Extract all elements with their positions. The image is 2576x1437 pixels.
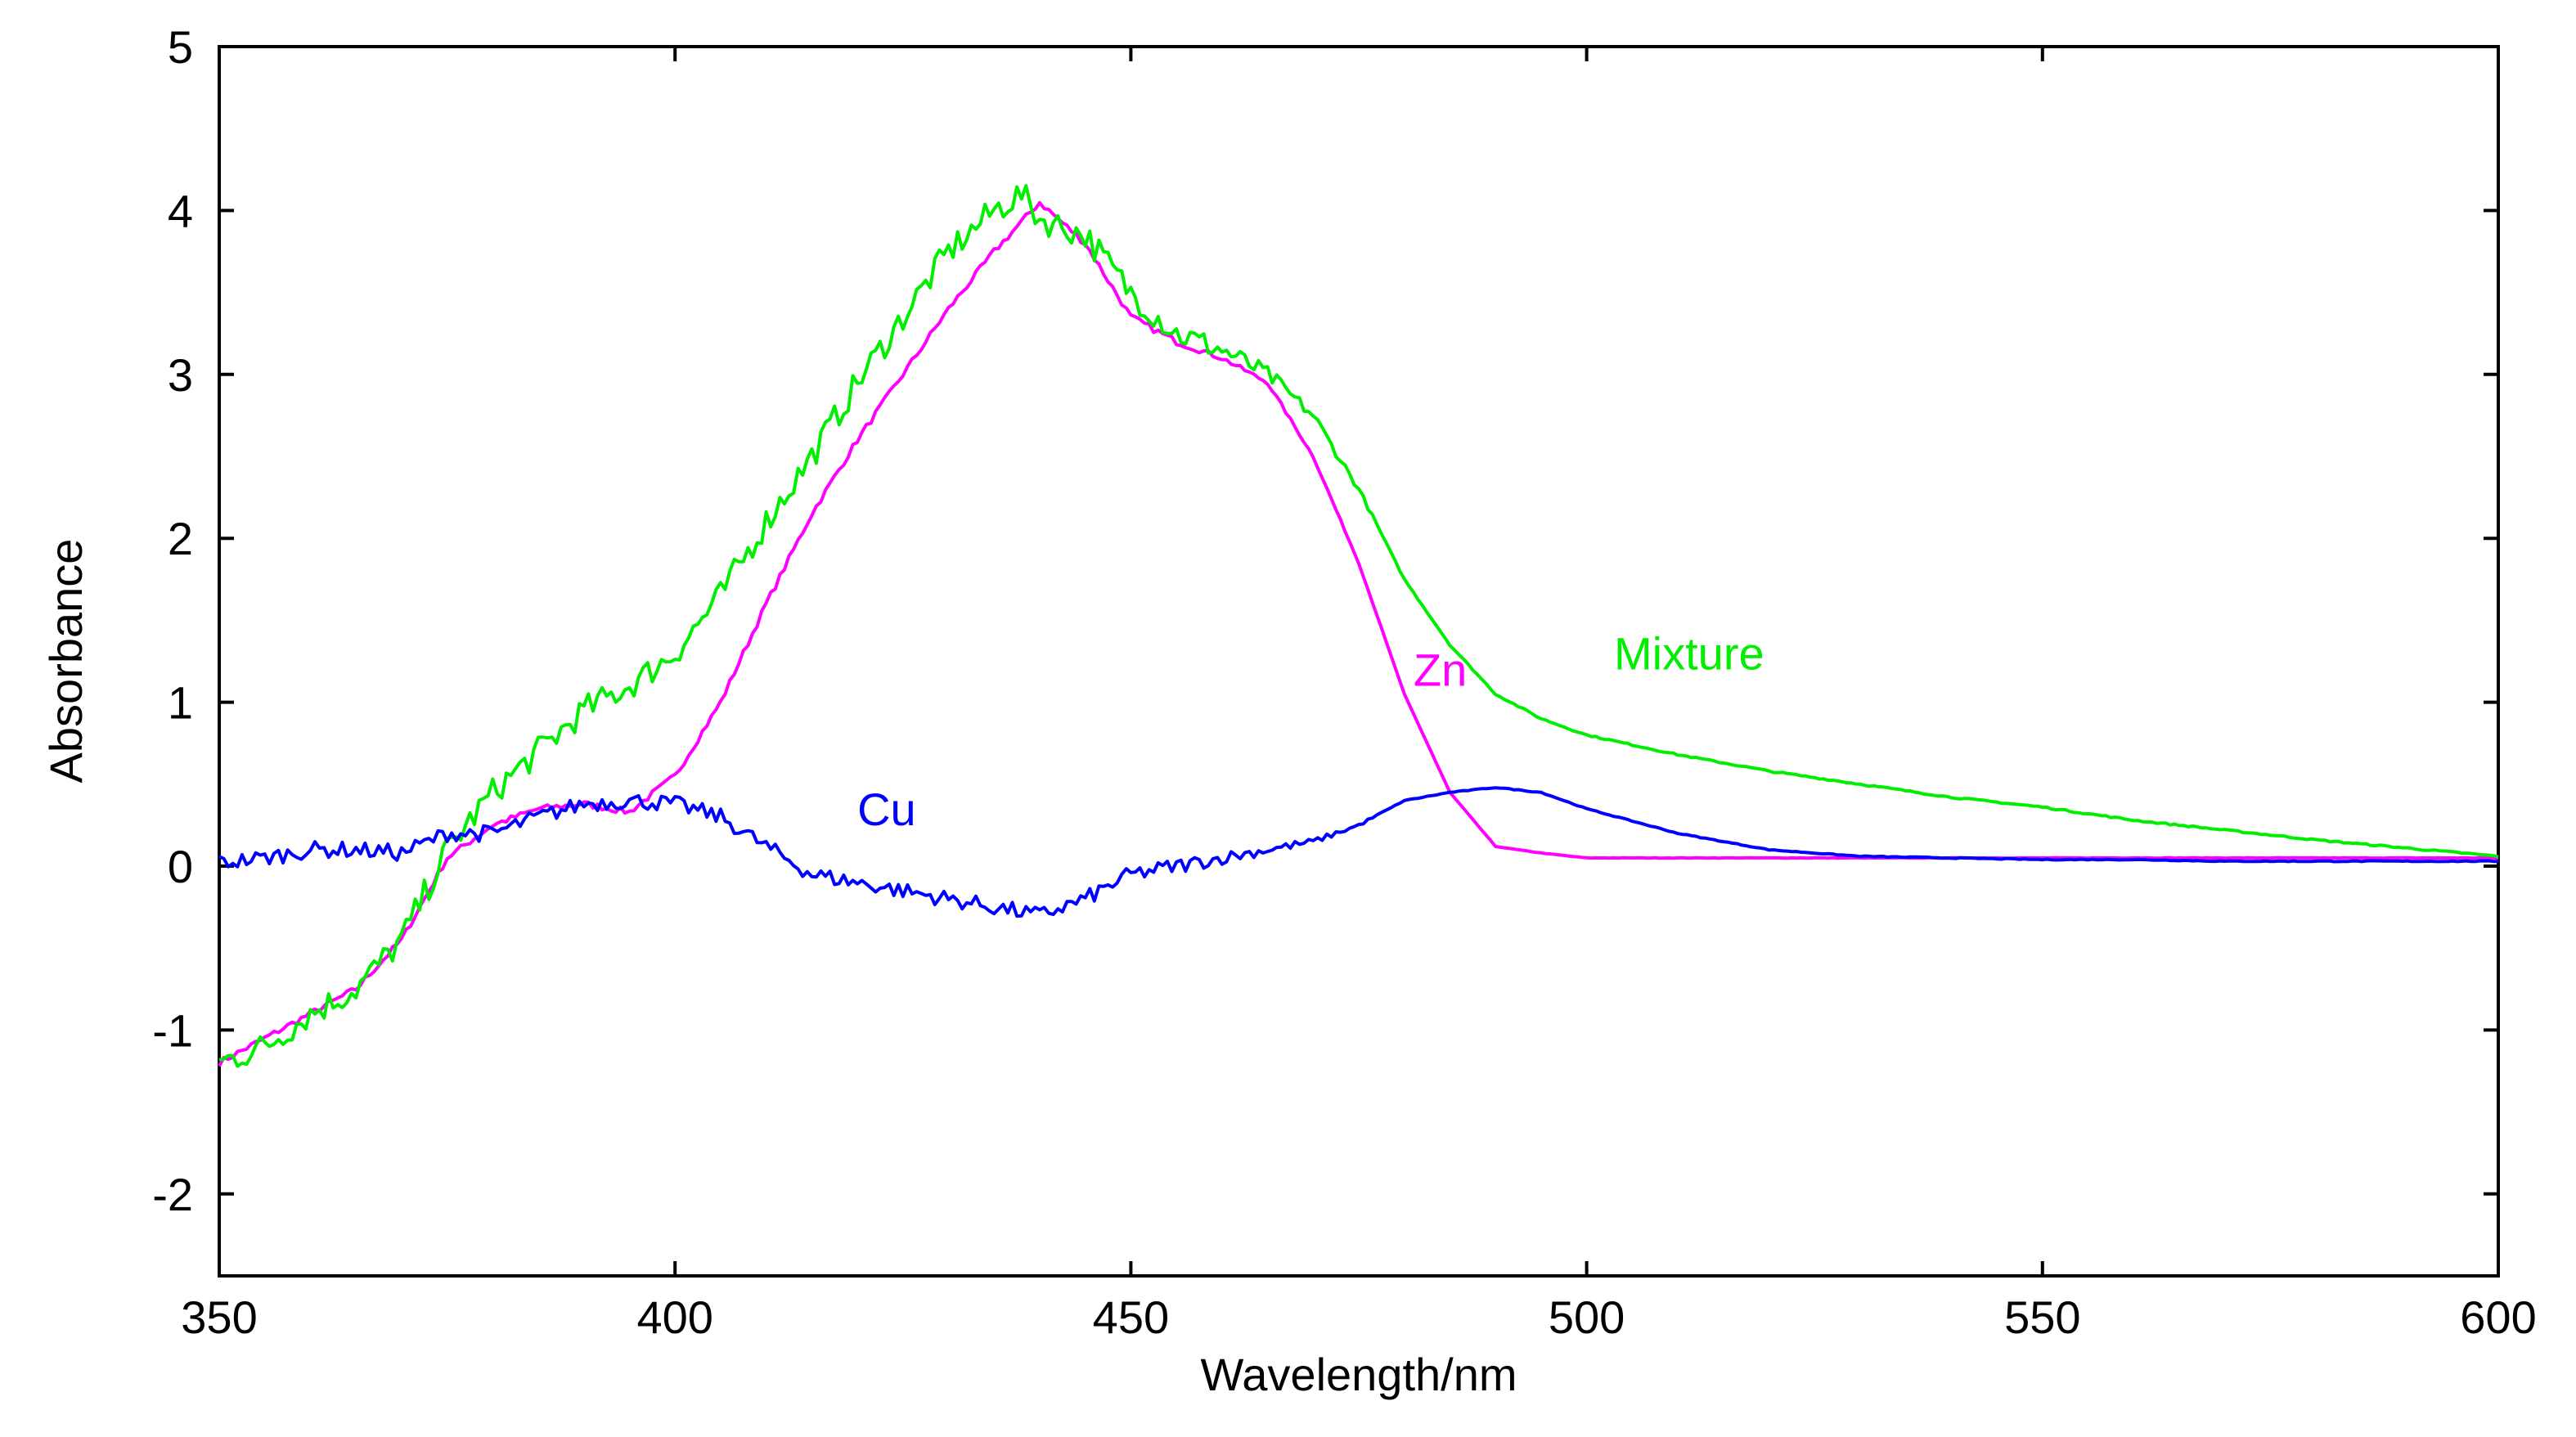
y-tick-label: -2 [152,1169,193,1220]
x-tick-label: 350 [181,1291,257,1343]
series-lines [218,184,2499,1068]
x-tick-label: 500 [1549,1291,1625,1343]
series-line-mixture [218,184,2499,1068]
series-line-zn [218,200,2499,1067]
y-tick-label: 4 [168,185,193,236]
axis-ticks: 350 400 450 500 550 600 -2 -1 0 1 2 3 4 5 [152,21,2537,1343]
x-axis-title: Wavelength/nm [1201,1349,1517,1400]
series-label-mixture: Mixture [1614,628,1765,680]
series-labels: Zn Mixture Cu [857,628,1765,835]
y-tick-label: 2 [168,513,193,564]
y-tick-label: 5 [168,21,193,73]
y-axis-title: Absorbance [40,539,92,784]
y-tick-label: -1 [152,1004,193,1056]
series-label-zn: Zn [1414,644,1467,696]
y-tick-label: 1 [168,677,193,729]
series-label-cu: Cu [857,784,916,835]
plot-area-frame [218,45,2500,1278]
x-tick-label: 400 [636,1291,713,1343]
x-tick-label: 550 [2004,1291,2080,1343]
series-line-cu [218,786,2499,918]
x-tick-label: 450 [1093,1291,1169,1343]
y-tick-label: 0 [168,841,193,892]
y-tick-label: 3 [168,349,193,401]
x-tick-label: 600 [2460,1291,2536,1343]
